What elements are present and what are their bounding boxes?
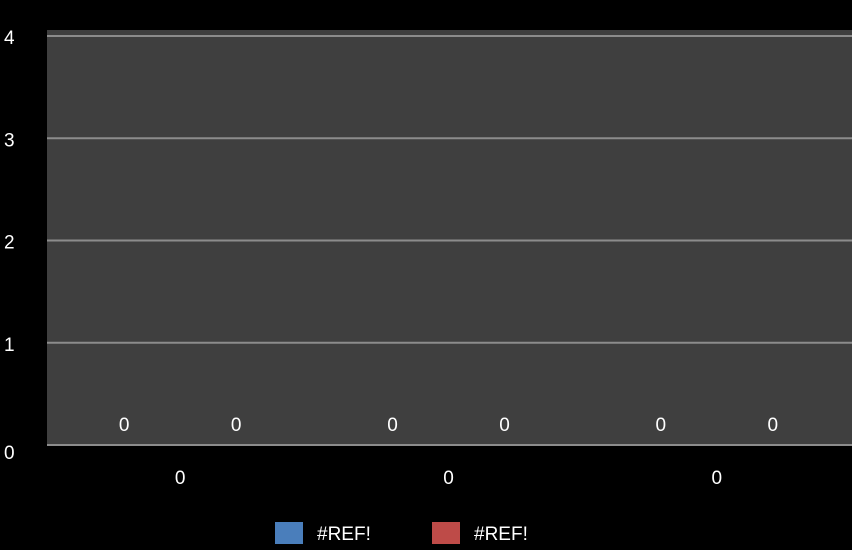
y-tick-label: 0	[4, 443, 15, 464]
legend-swatch	[275, 522, 303, 544]
legend-swatch	[432, 522, 460, 544]
legend-label: #REF!	[474, 524, 528, 545]
x-tick-label: 0	[443, 468, 454, 489]
x-tick-label: 0	[175, 468, 186, 489]
data-label: 0	[231, 415, 242, 436]
x-tick-label: 0	[712, 468, 723, 489]
data-labels: 0 0 0 0 0 0	[119, 415, 778, 436]
data-label: 0	[656, 415, 667, 436]
y-axis-ticks: 0 1 2 3 4	[4, 28, 15, 464]
x-axis-ticks: 0 0 0	[175, 468, 722, 489]
data-label: 0	[768, 415, 779, 436]
data-label: 0	[119, 415, 130, 436]
legend-label: #REF!	[317, 524, 371, 545]
plot-area	[47, 30, 852, 445]
data-label: 0	[387, 415, 398, 436]
y-tick-label: 4	[4, 28, 15, 49]
data-label: 0	[499, 415, 510, 436]
legend: #REF! #REF!	[275, 522, 528, 545]
gridlines	[47, 35, 852, 446]
y-tick-label: 1	[4, 335, 15, 356]
y-tick-label: 2	[4, 233, 15, 254]
y-tick-label: 3	[4, 130, 15, 151]
